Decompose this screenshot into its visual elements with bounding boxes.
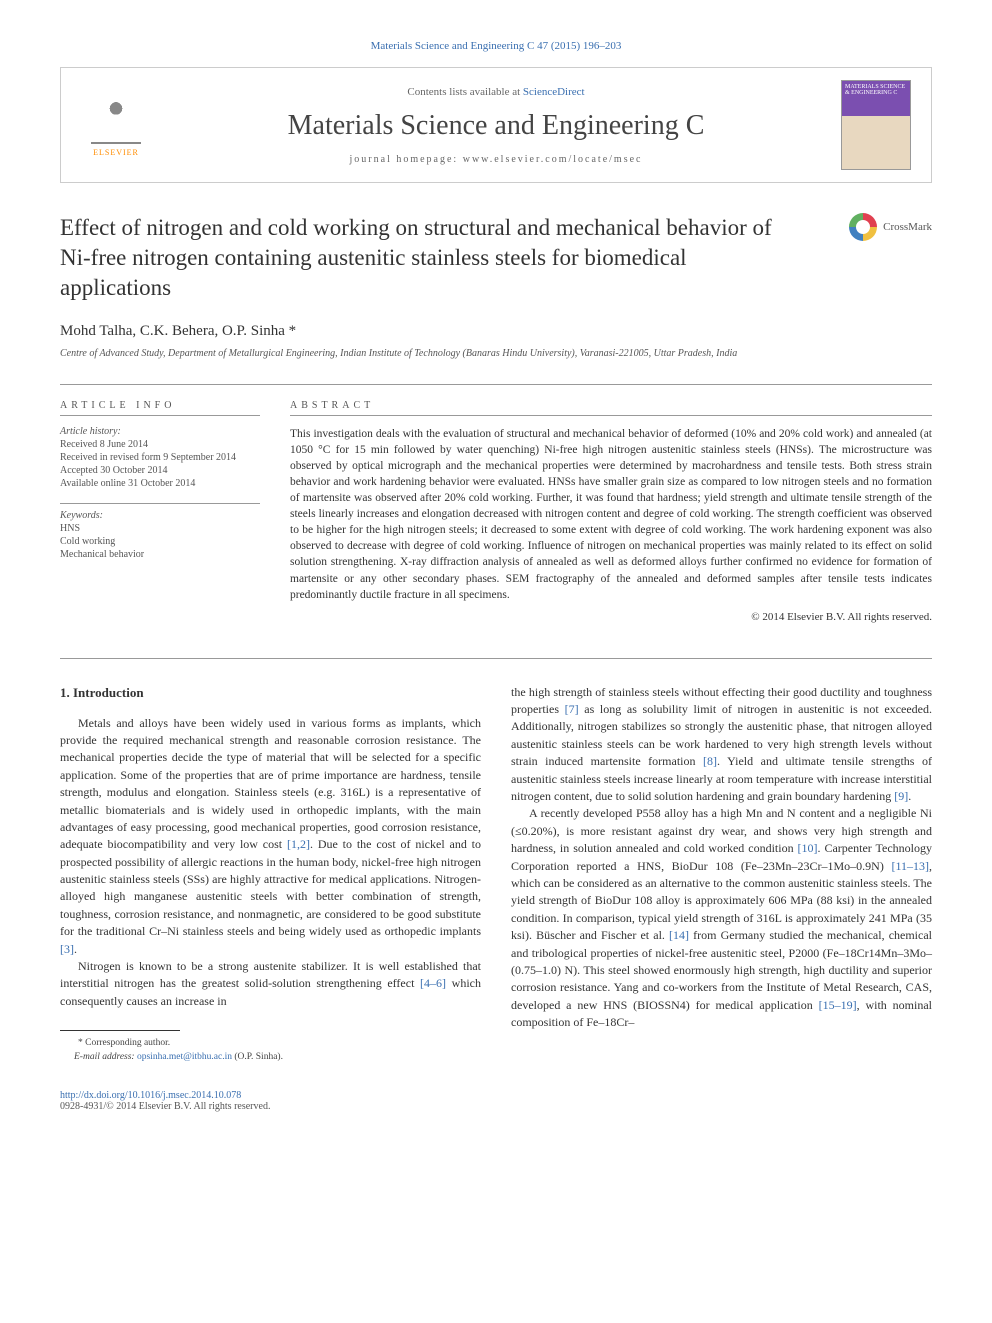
journal-name: Materials Science and Engineering C: [151, 110, 841, 142]
email-link[interactable]: opsinha.met@itbhu.ac.in: [137, 1052, 232, 1062]
citation-link[interactable]: [4–6]: [420, 976, 446, 990]
journal-header: ELSEVIER Contents lists available at Sci…: [60, 67, 932, 183]
abstract-text: This investigation deals with the evalua…: [290, 426, 932, 603]
journal-homepage: journal homepage: www.elsevier.com/locat…: [151, 154, 841, 165]
citation-link[interactable]: [8]: [703, 754, 717, 768]
section-heading: 1. Introduction: [60, 684, 481, 703]
footnote-separator: [60, 1030, 180, 1031]
keyword: Mechanical behavior: [60, 549, 260, 560]
crossmark-icon: [849, 213, 877, 241]
citation-link[interactable]: [10]: [798, 841, 818, 855]
elsevier-logo: ELSEVIER: [81, 85, 151, 165]
affiliation: Centre of Advanced Study, Department of …: [60, 348, 932, 359]
accepted-date: Accepted 30 October 2014: [60, 465, 260, 476]
citation-link[interactable]: [15–19]: [819, 998, 857, 1012]
article-info-column: ARTICLE INFO Article history: Received 8…: [60, 400, 260, 623]
citation-link[interactable]: [11–13]: [891, 859, 929, 873]
journal-cover-thumbnail: MATERIALS SCIENCE & ENGINEERING C: [841, 80, 911, 170]
abstract-copyright: © 2014 Elsevier B.V. All rights reserved…: [290, 611, 932, 623]
online-date: Available online 31 October 2014: [60, 478, 260, 489]
article-info-heading: ARTICLE INFO: [60, 400, 260, 416]
keyword: Cold working: [60, 536, 260, 547]
article-title: Effect of nitrogen and cold working on s…: [60, 213, 775, 303]
email-footnote: E-mail address: opsinha.met@itbhu.ac.in …: [60, 1051, 481, 1065]
page-footer: http://dx.doi.org/10.1016/j.msec.2014.10…: [60, 1090, 932, 1112]
body-paragraph: A recently developed P558 alloy has a hi…: [511, 805, 932, 1031]
body-paragraph: Nitrogen is known to be a strong austeni…: [60, 958, 481, 1010]
keyword: HNS: [60, 523, 260, 534]
abstract-heading: ABSTRACT: [290, 400, 932, 416]
crossmark-badge[interactable]: CrossMark: [849, 213, 932, 241]
contents-line: Contents lists available at ScienceDirec…: [151, 86, 841, 98]
citation-link[interactable]: [14]: [669, 928, 689, 942]
body-column-right: the high strength of stainless steels wi…: [511, 684, 932, 1065]
sciencedirect-link[interactable]: ScienceDirect: [523, 86, 585, 98]
body-paragraph: the high strength of stainless steels wi…: [511, 684, 932, 806]
issn-copyright: 0928-4931/© 2014 Elsevier B.V. All right…: [60, 1101, 932, 1112]
body-paragraph: Metals and alloys have been widely used …: [60, 715, 481, 958]
citation-link[interactable]: [1,2]: [287, 837, 310, 851]
doi-link[interactable]: http://dx.doi.org/10.1016/j.msec.2014.10…: [60, 1090, 241, 1101]
citation-header: Materials Science and Engineering C 47 (…: [60, 40, 932, 52]
abstract-column: ABSTRACT This investigation deals with t…: [290, 400, 932, 623]
authors: Mohd Talha, C.K. Behera, O.P. Sinha *: [60, 323, 932, 340]
citation-link[interactable]: [3]: [60, 942, 74, 956]
citation-link[interactable]: [9]: [894, 789, 908, 803]
citation-link[interactable]: [7]: [565, 702, 579, 716]
received-date: Received 8 June 2014: [60, 439, 260, 450]
corresponding-author-note: * Corresponding author.: [60, 1037, 481, 1051]
revised-date: Received in revised form 9 September 201…: [60, 452, 260, 463]
body-column-left: 1. Introduction Metals and alloys have b…: [60, 684, 481, 1065]
divider: [60, 658, 932, 659]
